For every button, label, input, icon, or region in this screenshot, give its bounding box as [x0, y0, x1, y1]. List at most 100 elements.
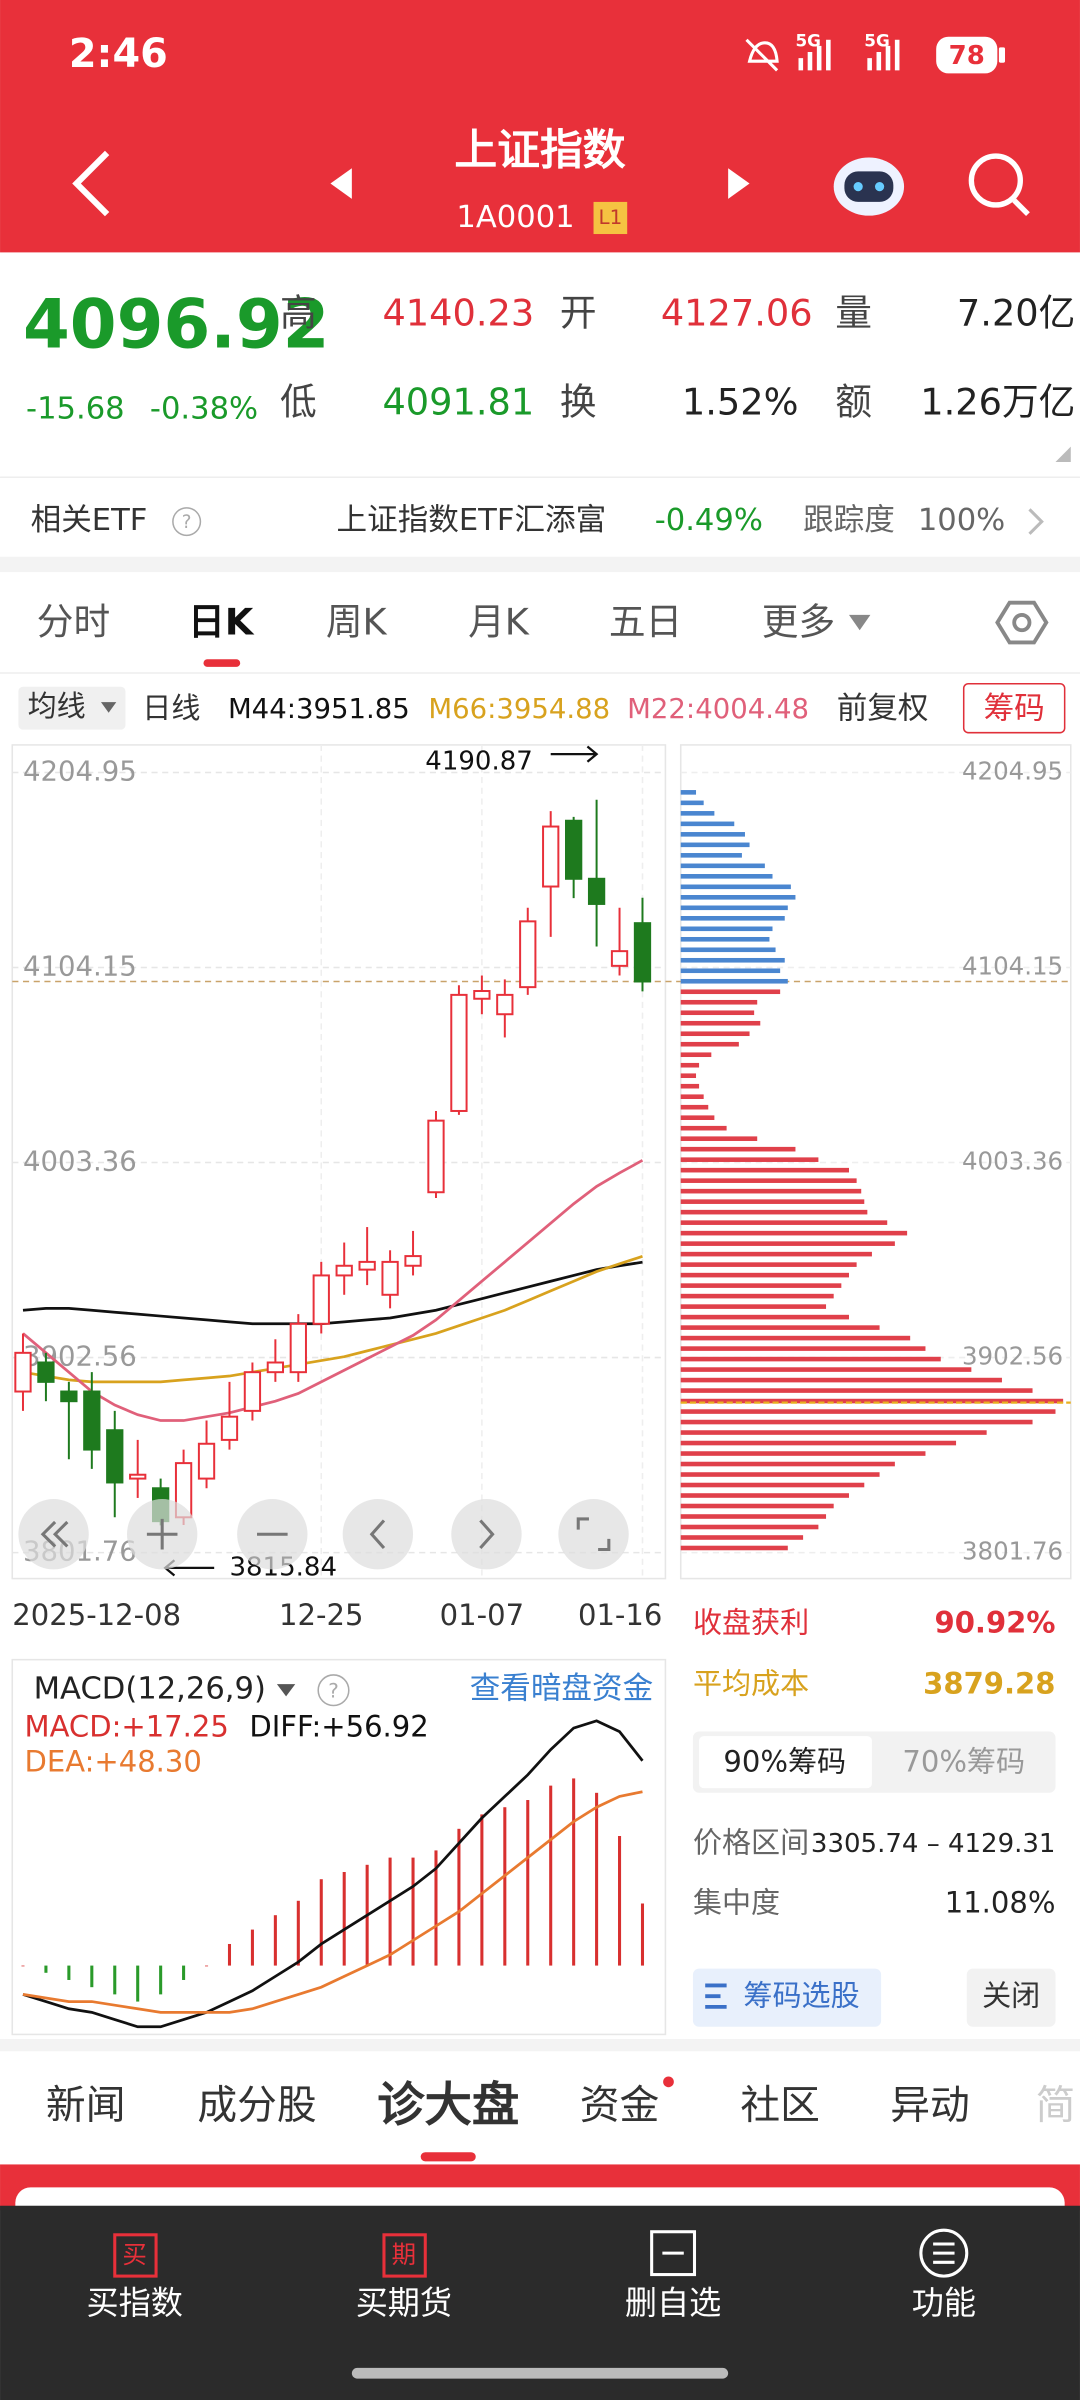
- chip-bar: [680, 1136, 758, 1141]
- nav-buy-index[interactable]: 买 买指数: [86, 2233, 183, 2322]
- bottom-tab[interactable]: 社区: [740, 2082, 820, 2128]
- macd-line: [22, 1790, 643, 2014]
- chip-bar: [680, 1377, 1002, 1383]
- macd-bar: [21, 1965, 25, 1967]
- etf-row[interactable]: 相关ETF ? 上证指数ETF汇添富 -0.49% 跟踪度 100%: [31, 503, 1044, 538]
- arrow: [550, 745, 599, 763]
- nav-label: 删自选: [625, 2284, 721, 2322]
- chip-bar: [680, 947, 776, 953]
- title: 上证指数: [454, 125, 625, 175]
- etf-label: 相关ETF: [31, 503, 148, 538]
- ma-line: [22, 1255, 643, 1384]
- chip-bar: [680, 957, 785, 963]
- header-bg: [0, 0, 1080, 253]
- fullscreen[interactable]: [558, 1499, 629, 1570]
- chip-bar: [680, 1104, 709, 1110]
- network: 5G: [795, 30, 821, 50]
- zoom-out[interactable]: [237, 1499, 308, 1570]
- close-button[interactable]: 关闭: [982, 1979, 1040, 2013]
- nav-buy-futures[interactable]: 期 买期货: [356, 2233, 452, 2322]
- select-button-bg[interactable]: [692, 1968, 882, 2027]
- chip-bar: [680, 853, 742, 858]
- tab[interactable]: 日K: [188, 601, 255, 644]
- bottom-tab[interactable]: 成分股: [197, 2082, 316, 2128]
- bottom-tab[interactable]: 诊大盘: [377, 2078, 519, 2133]
- chip-bar: [680, 1325, 880, 1330]
- macd-line: [22, 1719, 644, 2029]
- search-button[interactable]: [968, 153, 1030, 217]
- back-button[interactable]: [72, 150, 110, 217]
- nav-bg: [0, 2205, 1080, 2400]
- chip-bar: [680, 874, 773, 879]
- macd-bar: [182, 1965, 186, 1980]
- nav-functions[interactable]: 功能: [912, 2228, 976, 2322]
- battery: [936, 36, 998, 74]
- bottom-tab[interactable]: 简: [1036, 2082, 1076, 2128]
- macd-title[interactable]: MACD(12,26,9): [34, 1672, 266, 1707]
- nav-remove[interactable]: 删自选: [625, 2230, 721, 2322]
- ma-button[interactable]: 均线: [28, 689, 86, 723]
- chips-button-bg[interactable]: [962, 682, 1066, 734]
- chip-bar: [680, 1524, 819, 1530]
- help[interactable]: [317, 1674, 350, 1707]
- toggle-active[interactable]: [699, 1736, 872, 1789]
- chip-bar: [680, 1451, 926, 1456]
- settings-button[interactable]: [995, 600, 1049, 645]
- chip-bar: [680, 863, 765, 869]
- bottom-tab[interactable]: 资金: [580, 2082, 660, 2128]
- bottom-tab[interactable]: 新闻: [46, 2082, 126, 2128]
- ma-button-bg[interactable]: [18, 686, 126, 730]
- macd-bar: [205, 1965, 209, 1967]
- x-tick-label: 01-16: [578, 1598, 662, 1632]
- tab[interactable]: 月K: [468, 601, 530, 644]
- zoom-out-left[interactable]: [18, 1499, 89, 1570]
- tab[interactable]: 五日: [609, 601, 682, 644]
- nav-label: 买指数: [86, 2284, 182, 2322]
- gap: [0, 556, 1080, 573]
- status-icons: 5G 5G: [745, 30, 1006, 74]
- scroll-left[interactable]: [342, 1499, 414, 1570]
- caret: [100, 702, 117, 713]
- value: 7.20亿: [957, 292, 1075, 335]
- macd-link[interactable]: 查看暗盘资金: [470, 1672, 653, 1707]
- chip-bar: [680, 1535, 804, 1540]
- chip-bar: [680, 1514, 827, 1519]
- assistant-button[interactable]: [833, 157, 905, 216]
- toggle-option[interactable]: 70%筹码: [902, 1745, 1025, 1779]
- tab[interactable]: 分时: [37, 601, 110, 644]
- corner: [1055, 446, 1071, 462]
- etf-name: 上证指数ETF汇添富: [337, 503, 607, 538]
- label: 开: [560, 292, 597, 335]
- chip-bar: [680, 1073, 697, 1079]
- macd-bar: [434, 1850, 438, 1966]
- chips-button[interactable]: 筹码: [984, 691, 1045, 726]
- chip-bar: [680, 1241, 895, 1246]
- next-button[interactable]: [728, 168, 750, 199]
- chip-bar: [680, 999, 758, 1005]
- toggle-option[interactable]: 90%筹码: [723, 1745, 846, 1779]
- chip-bar: [680, 1041, 739, 1047]
- candle-body: [519, 920, 537, 989]
- prev-button[interactable]: [330, 168, 352, 199]
- zoom-in[interactable]: [126, 1499, 198, 1570]
- adjust[interactable]: 前复权: [837, 691, 929, 726]
- chip-bar: [680, 811, 715, 816]
- chip-bar: [680, 1419, 1033, 1425]
- select-button[interactable]: 筹码选股: [743, 1979, 859, 2013]
- candle-body: [633, 922, 652, 983]
- macd-bar: [136, 1965, 140, 2002]
- macd-bar: [159, 1965, 163, 1995]
- candle-body: [610, 950, 629, 967]
- ma-legend: M22:4004.48: [627, 693, 809, 725]
- scroll-right[interactable]: [451, 1499, 522, 1570]
- bottom-tab[interactable]: 异动: [890, 2082, 970, 2128]
- close-button-bg[interactable]: [966, 1968, 1056, 2027]
- y-tick-label: 4003.36: [962, 1147, 1063, 1176]
- tab[interactable]: 周K: [326, 601, 388, 644]
- candle-body: [404, 1255, 422, 1267]
- chip-bar: [680, 1157, 819, 1162]
- tab[interactable]: 更多: [762, 601, 835, 644]
- value: 3305.74 – 4129.31: [811, 1829, 1056, 1859]
- value: 1.52%: [682, 380, 799, 423]
- candle-body: [129, 1473, 147, 1480]
